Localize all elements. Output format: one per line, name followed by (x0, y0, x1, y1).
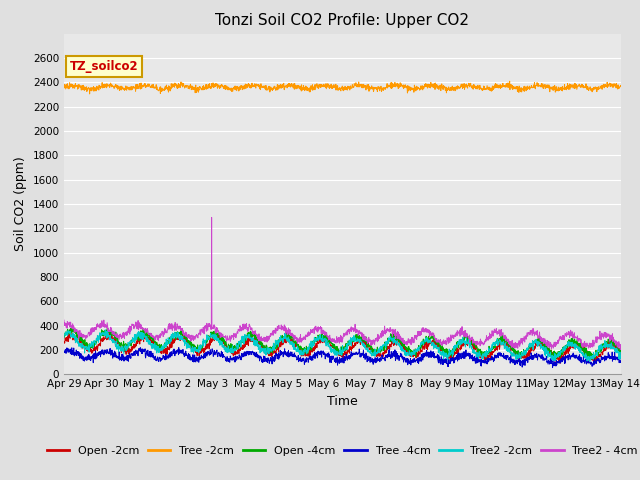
Tree -4cm (602, 354, 609, 360)
Open -4cm (60, 331, 68, 336)
Tree2 -2cm (88, 340, 96, 346)
Tree2 -2cm (617, 353, 625, 359)
Tree2 - 4cm (499, 330, 506, 336)
Open -2cm (617, 346, 625, 351)
Open -4cm (499, 338, 506, 344)
Tree2 - 4cm (60, 317, 68, 323)
Y-axis label: Soil CO2 (ppm): Soil CO2 (ppm) (14, 156, 28, 252)
Tree -2cm (60, 85, 68, 91)
Tree2 -2cm (601, 337, 609, 343)
Open -2cm (60, 340, 68, 346)
Tree -2cm (86, 91, 93, 97)
Tree -4cm (499, 353, 506, 359)
Tree2 - 4cm (601, 334, 609, 339)
Open -2cm (499, 337, 506, 343)
Tree -4cm (601, 353, 609, 359)
Tree2 - 4cm (617, 346, 625, 352)
Open -2cm (67, 328, 74, 334)
Tree2 -2cm (316, 332, 324, 338)
Open -4cm (69, 325, 77, 331)
Line: Tree2 - 4cm: Tree2 - 4cm (64, 217, 621, 349)
Tree2 -2cm (602, 345, 609, 350)
Open -4cm (601, 340, 609, 346)
Tree2 - 4cm (208, 215, 216, 220)
Open -2cm (602, 347, 609, 352)
Open -4cm (617, 348, 625, 354)
Open -4cm (89, 340, 97, 346)
Tree2 - 4cm (316, 325, 324, 331)
Title: Tonzi Soil CO2 Profile: Upper CO2: Tonzi Soil CO2 Profile: Upper CO2 (216, 13, 469, 28)
Line: Tree2 -2cm: Tree2 -2cm (64, 330, 621, 361)
Tree -2cm (89, 85, 97, 91)
Line: Open -2cm: Open -2cm (64, 331, 621, 363)
Tree2 - 4cm (331, 340, 339, 346)
X-axis label: Time: Time (327, 395, 358, 408)
Tree2 - 4cm (616, 347, 624, 352)
Tree -2cm (499, 81, 506, 86)
Tree2 -2cm (499, 341, 506, 347)
Open -2cm (316, 340, 324, 346)
Tree -4cm (617, 358, 625, 363)
Tree -2cm (331, 84, 339, 89)
Tree2 -2cm (101, 327, 109, 333)
Tree -4cm (175, 345, 182, 350)
Tree2 -2cm (331, 352, 339, 358)
Open -2cm (557, 360, 564, 366)
Tree -2cm (602, 82, 609, 87)
Tree -4cm (331, 357, 339, 362)
Tree2 -2cm (586, 359, 594, 364)
Line: Open -4cm: Open -4cm (64, 328, 621, 360)
Open -2cm (331, 345, 339, 351)
Tree -2cm (617, 83, 625, 89)
Text: TZ_soilco2: TZ_soilco2 (70, 60, 138, 73)
Tree2 - 4cm (88, 327, 96, 333)
Tree -2cm (601, 83, 609, 89)
Tree -2cm (506, 78, 513, 84)
Tree2 -2cm (60, 335, 68, 340)
Open -4cm (602, 341, 609, 347)
Line: Tree -2cm: Tree -2cm (64, 81, 621, 94)
Open -4cm (588, 357, 595, 362)
Tree -4cm (316, 348, 324, 354)
Tree -2cm (316, 84, 324, 90)
Line: Tree -4cm: Tree -4cm (64, 348, 621, 368)
Tree -4cm (88, 355, 96, 360)
Open -2cm (89, 349, 97, 355)
Open -4cm (316, 335, 324, 340)
Open -2cm (601, 346, 609, 351)
Tree2 - 4cm (601, 330, 609, 336)
Legend: Open -2cm, Tree -2cm, Open -4cm, Tree -4cm, Tree2 -2cm, Tree2 - 4cm: Open -2cm, Tree -2cm, Open -4cm, Tree -4… (42, 441, 640, 460)
Tree -4cm (548, 365, 556, 371)
Open -4cm (331, 345, 339, 350)
Tree -4cm (60, 348, 68, 354)
